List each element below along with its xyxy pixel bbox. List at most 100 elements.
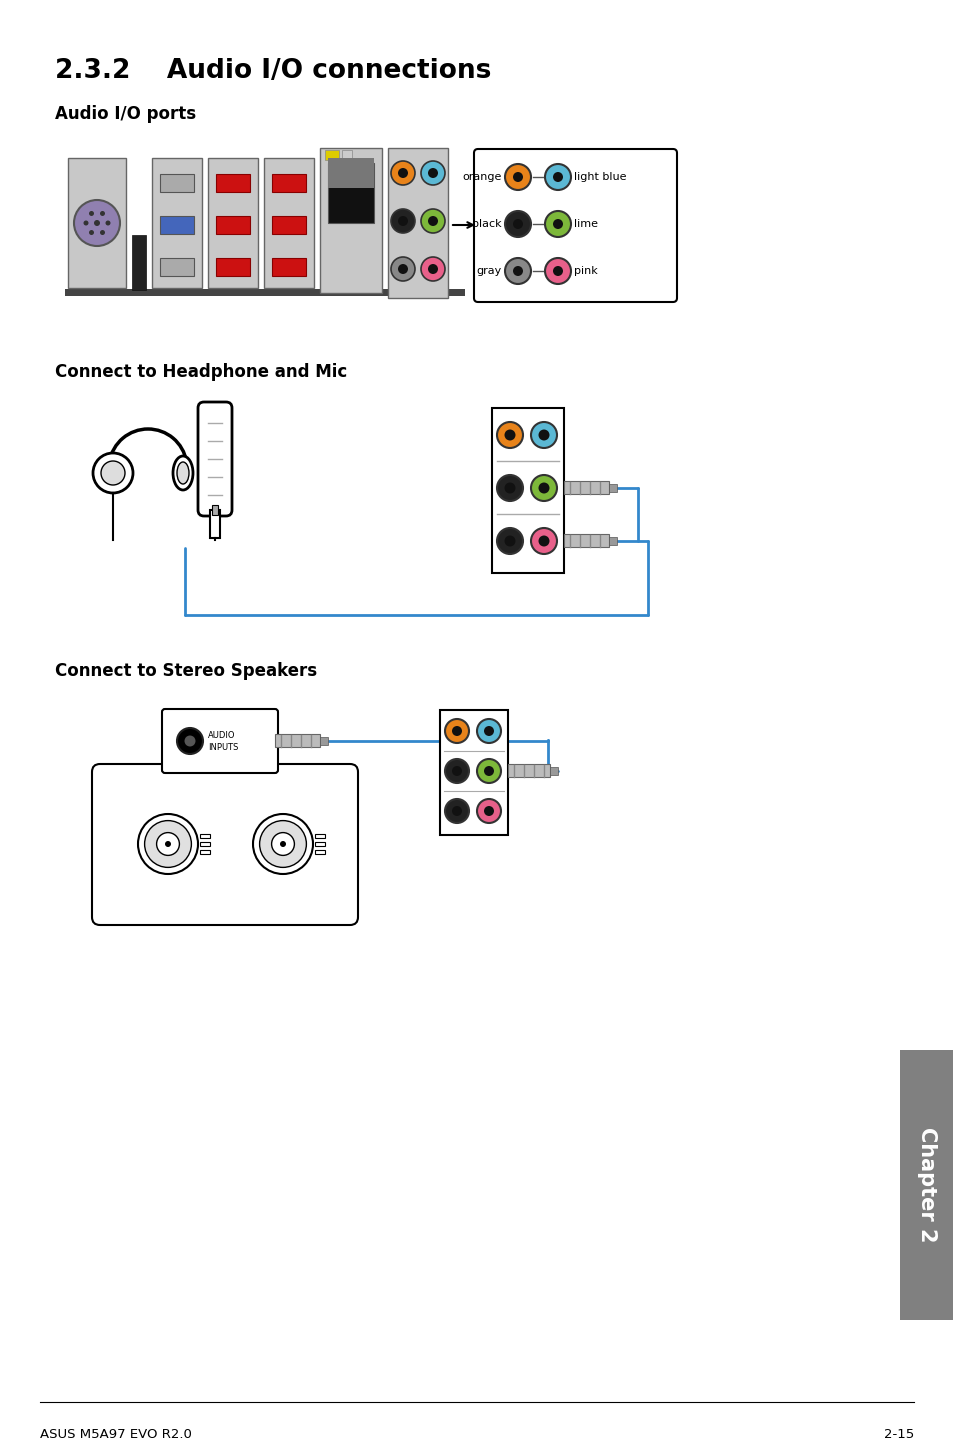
- Circle shape: [504, 483, 515, 493]
- Circle shape: [531, 421, 557, 449]
- Circle shape: [504, 257, 531, 283]
- Text: ASUS M5A97 EVO R2.0: ASUS M5A97 EVO R2.0: [40, 1428, 192, 1438]
- Circle shape: [544, 257, 571, 283]
- Circle shape: [428, 168, 437, 178]
- Circle shape: [74, 200, 120, 246]
- Bar: [68, 158, 126, 288]
- Text: 2.3.2    Audio I/O connections: 2.3.2 Audio I/O connections: [55, 58, 491, 83]
- Circle shape: [553, 173, 562, 183]
- Circle shape: [531, 528, 557, 554]
- Text: lime: lime: [574, 219, 598, 229]
- Text: Audio I/O ports: Audio I/O ports: [55, 105, 196, 124]
- Bar: [328, 158, 374, 188]
- Bar: [160, 257, 193, 276]
- Circle shape: [504, 430, 515, 440]
- Circle shape: [138, 814, 198, 874]
- Circle shape: [280, 841, 286, 847]
- Circle shape: [253, 814, 313, 874]
- Circle shape: [420, 161, 444, 186]
- Bar: [272, 216, 306, 234]
- Circle shape: [504, 535, 515, 546]
- Bar: [272, 257, 306, 276]
- Bar: [492, 408, 563, 572]
- Text: 2-15: 2-15: [882, 1428, 913, 1438]
- Text: pink: pink: [574, 266, 598, 276]
- Bar: [200, 834, 210, 838]
- Bar: [152, 158, 202, 288]
- Circle shape: [89, 230, 94, 234]
- Bar: [65, 289, 464, 296]
- Circle shape: [444, 800, 469, 823]
- FancyBboxPatch shape: [162, 709, 277, 774]
- Circle shape: [553, 219, 562, 229]
- Circle shape: [513, 173, 522, 183]
- Bar: [388, 148, 448, 298]
- Circle shape: [145, 821, 192, 867]
- Circle shape: [476, 759, 500, 784]
- Circle shape: [391, 257, 415, 280]
- Bar: [319, 738, 328, 745]
- Text: gray: gray: [476, 266, 501, 276]
- Bar: [899, 1050, 953, 1320]
- Circle shape: [444, 719, 469, 743]
- Circle shape: [452, 726, 461, 736]
- Circle shape: [428, 216, 437, 226]
- Circle shape: [452, 807, 461, 815]
- Bar: [160, 174, 193, 193]
- Circle shape: [497, 475, 522, 500]
- Circle shape: [544, 164, 571, 190]
- Circle shape: [513, 219, 522, 229]
- Text: Connect to Stereo Speakers: Connect to Stereo Speakers: [55, 661, 316, 680]
- Circle shape: [94, 220, 100, 226]
- Circle shape: [420, 257, 444, 280]
- Circle shape: [397, 168, 408, 178]
- Bar: [210, 510, 220, 538]
- Bar: [328, 162, 374, 223]
- Circle shape: [537, 535, 549, 546]
- Circle shape: [497, 421, 522, 449]
- Circle shape: [513, 266, 522, 276]
- FancyBboxPatch shape: [91, 764, 357, 925]
- Text: light blue: light blue: [574, 173, 626, 183]
- Bar: [200, 843, 210, 846]
- Bar: [272, 174, 306, 193]
- Bar: [563, 533, 608, 546]
- Ellipse shape: [172, 456, 193, 490]
- Circle shape: [92, 453, 132, 493]
- Circle shape: [165, 841, 171, 847]
- Circle shape: [531, 475, 557, 500]
- Bar: [341, 150, 352, 160]
- Bar: [208, 158, 257, 288]
- Circle shape: [391, 209, 415, 233]
- Circle shape: [504, 164, 531, 190]
- Bar: [264, 158, 314, 288]
- Bar: [274, 733, 319, 746]
- Bar: [608, 485, 617, 492]
- Circle shape: [544, 211, 571, 237]
- Bar: [608, 536, 617, 545]
- Circle shape: [483, 726, 494, 736]
- Bar: [200, 850, 210, 854]
- Circle shape: [397, 216, 408, 226]
- Circle shape: [537, 483, 549, 493]
- Bar: [550, 766, 558, 775]
- Circle shape: [553, 266, 562, 276]
- Circle shape: [84, 220, 89, 226]
- Circle shape: [476, 719, 500, 743]
- Bar: [439, 710, 507, 835]
- Bar: [212, 505, 218, 515]
- Bar: [507, 764, 550, 777]
- Circle shape: [272, 833, 294, 856]
- Circle shape: [177, 728, 203, 754]
- Bar: [132, 234, 146, 290]
- Bar: [314, 850, 325, 854]
- Circle shape: [184, 735, 195, 746]
- Circle shape: [452, 766, 461, 777]
- Circle shape: [483, 807, 494, 815]
- Circle shape: [89, 211, 94, 216]
- Bar: [215, 216, 250, 234]
- Circle shape: [444, 759, 469, 784]
- Circle shape: [397, 265, 408, 275]
- Text: black: black: [472, 219, 501, 229]
- Circle shape: [100, 230, 105, 234]
